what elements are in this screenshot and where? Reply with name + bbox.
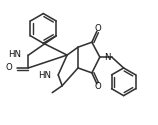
Text: HN: HN [38, 71, 51, 80]
Text: O: O [6, 64, 13, 72]
Text: O: O [94, 24, 101, 33]
Text: O: O [94, 82, 101, 91]
Text: N: N [104, 52, 110, 62]
Text: HN: HN [9, 50, 21, 59]
